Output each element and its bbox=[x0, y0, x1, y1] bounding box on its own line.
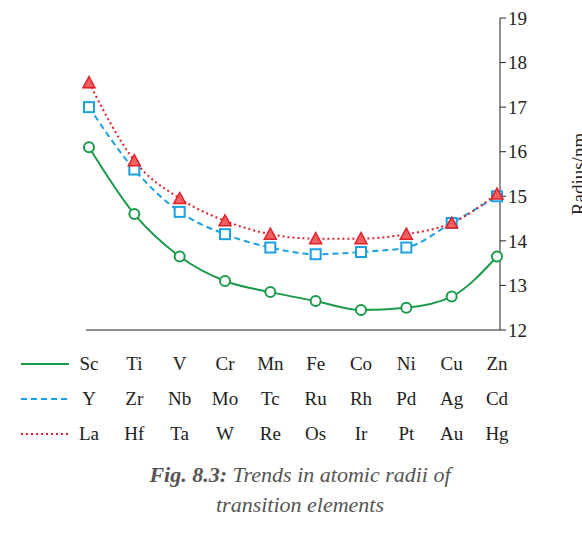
svg-text:Ru: Ru bbox=[305, 388, 328, 409]
svg-text:Cd: Cd bbox=[486, 388, 509, 409]
svg-text:Ti: Ti bbox=[126, 353, 142, 374]
svg-text:Zn: Zn bbox=[486, 353, 508, 374]
svg-text:17: 17 bbox=[508, 97, 527, 118]
svg-text:16: 16 bbox=[508, 141, 527, 162]
svg-text:Tc: Tc bbox=[261, 388, 280, 409]
svg-text:Ta: Ta bbox=[170, 423, 189, 444]
svg-text:19: 19 bbox=[508, 8, 527, 29]
svg-text:Re: Re bbox=[260, 423, 281, 444]
svg-text:Co: Co bbox=[350, 353, 372, 374]
svg-text:Os: Os bbox=[305, 423, 326, 444]
svg-text:Fe: Fe bbox=[306, 353, 325, 374]
svg-text:Mo: Mo bbox=[212, 388, 238, 409]
svg-text:Sc: Sc bbox=[80, 353, 99, 374]
svg-text:Pt: Pt bbox=[398, 423, 415, 444]
svg-text:Nb: Nb bbox=[168, 388, 191, 409]
svg-text:Zr: Zr bbox=[125, 388, 144, 409]
svg-text:V: V bbox=[173, 353, 187, 374]
svg-text:Hg: Hg bbox=[485, 423, 509, 444]
svg-text:Ag: Ag bbox=[440, 388, 464, 409]
svg-text:Pd: Pd bbox=[396, 388, 417, 409]
svg-text:W: W bbox=[216, 423, 234, 444]
svg-text:Ni: Ni bbox=[397, 353, 416, 374]
svg-text:Cu: Cu bbox=[441, 353, 464, 374]
svg-text:Radius/nm: Radius/nm bbox=[568, 133, 574, 216]
svg-text:Y: Y bbox=[82, 388, 96, 409]
svg-text:13: 13 bbox=[508, 275, 527, 296]
svg-text:Rh: Rh bbox=[350, 388, 373, 409]
svg-text:Cr: Cr bbox=[216, 353, 236, 374]
svg-text:Mn: Mn bbox=[257, 353, 284, 374]
svg-text:14: 14 bbox=[508, 231, 528, 252]
svg-text:Ir: Ir bbox=[355, 423, 368, 444]
svg-text:15: 15 bbox=[508, 186, 527, 207]
svg-text:La: La bbox=[79, 423, 100, 444]
svg-text:12: 12 bbox=[508, 320, 527, 341]
svg-text:Hf: Hf bbox=[124, 423, 145, 444]
svg-text:18: 18 bbox=[508, 52, 527, 73]
svg-text:Au: Au bbox=[440, 423, 464, 444]
html-text:Fig. 8.3: Trends in atomic rad: Fig. 8.3: Trends in atomic radii of tran… bbox=[149, 462, 451, 517]
